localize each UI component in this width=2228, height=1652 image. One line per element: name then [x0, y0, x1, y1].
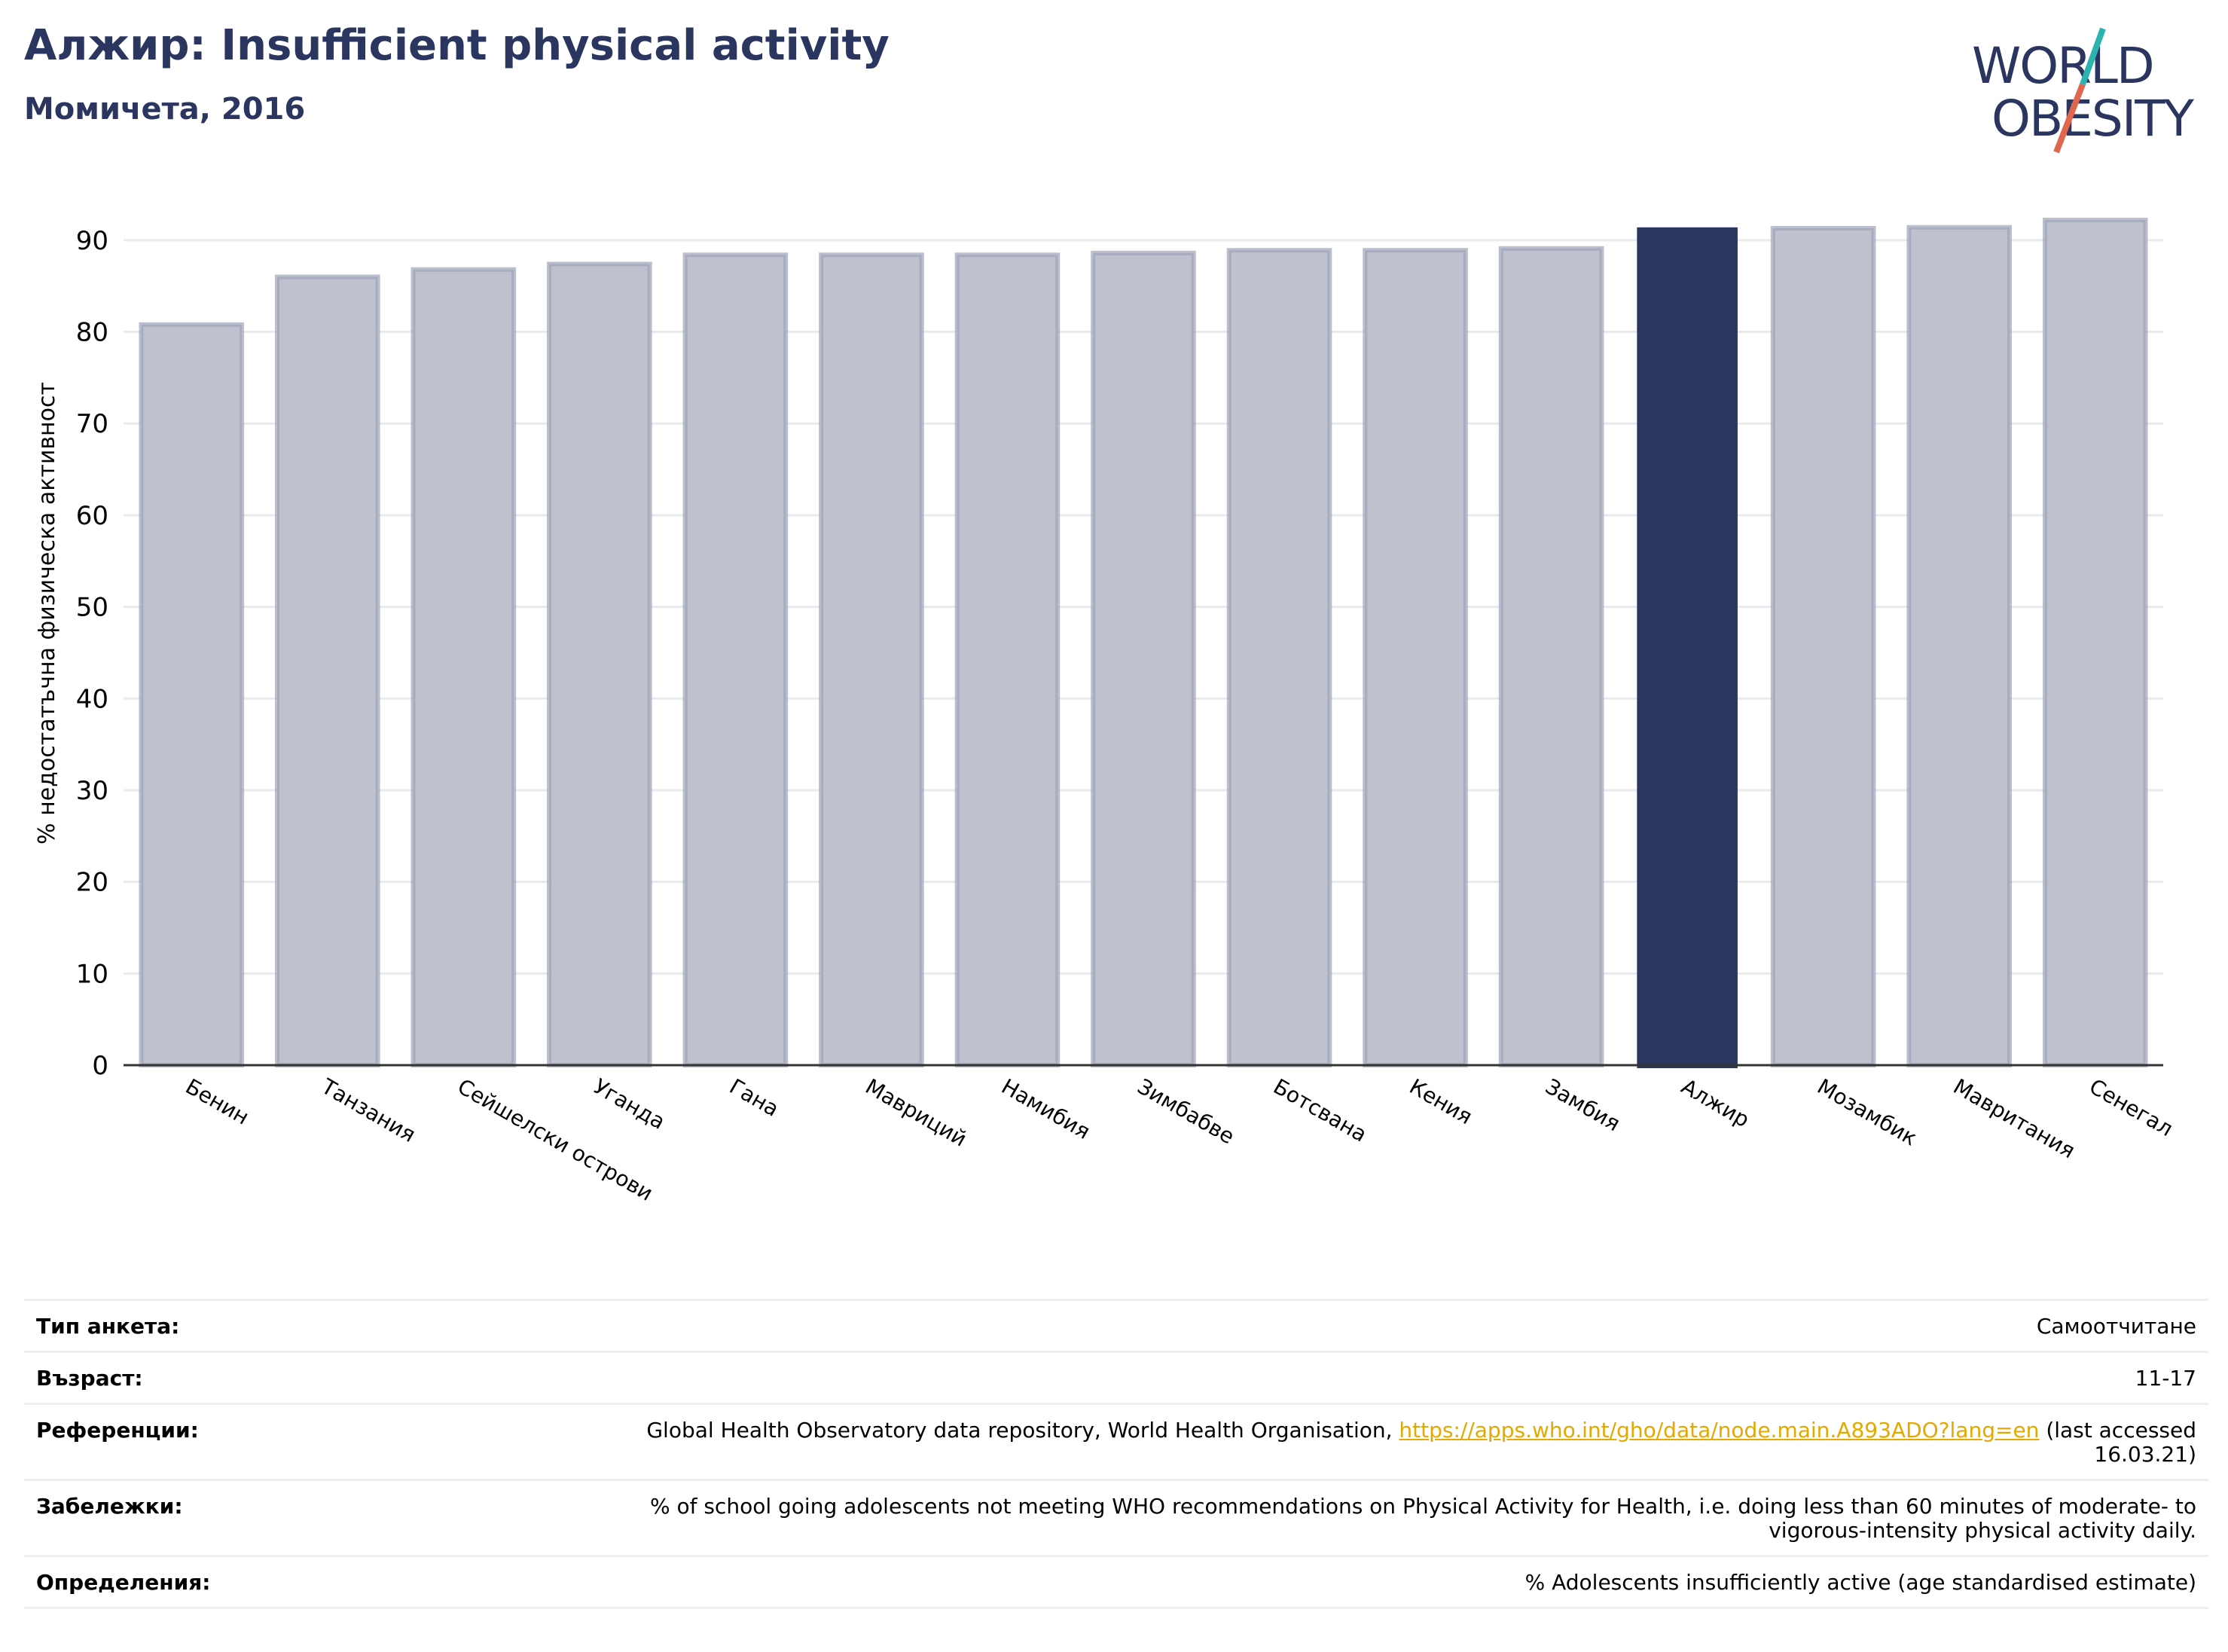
logo-line-2: OBESITY: [1991, 90, 2195, 148]
bar: [1363, 248, 1468, 1067]
logo-slash-top: [2080, 27, 2106, 86]
bar: [1906, 224, 2012, 1068]
info-row-notes: Забележки: % of school going adolescents…: [24, 1479, 2208, 1555]
bar: [275, 274, 380, 1068]
y-tick-label: 0: [92, 1051, 108, 1081]
y-tick-label: 50: [76, 593, 108, 623]
x-tick-label: Уганда: [589, 1073, 669, 1134]
x-tick-label: Танзания: [316, 1073, 420, 1147]
age-value: 11-17: [2135, 1366, 2196, 1391]
x-tick-label: Замбия: [1541, 1073, 1625, 1136]
y-tick-label: 20: [76, 868, 108, 898]
info-row-age: Възраст: 11-17: [24, 1351, 2208, 1403]
references-value: Global Health Observatory data repositor…: [577, 1418, 2196, 1467]
bar: [1091, 250, 1196, 1067]
y-tick-label: 60: [76, 501, 108, 531]
references-accessed: (last accessed 16.03.21): [2039, 1418, 2196, 1467]
x-tick-label: Кения: [1405, 1073, 1477, 1129]
y-axis-label: % недостатъчна физическа активност: [34, 382, 60, 844]
y-tick-label: 10: [76, 959, 108, 989]
x-tick-label: Мозамбик: [1813, 1073, 1921, 1150]
bar: [819, 252, 924, 1068]
y-tick-label: 90: [76, 226, 108, 256]
info-row-survey-type: Тип анкета: Самоотчитане: [24, 1299, 2208, 1351]
references-label: Референции:: [36, 1418, 199, 1443]
info-row-definitions: Определения: % Adolescents insufficientl…: [24, 1555, 2208, 1609]
notes-label: Забележки:: [36, 1494, 183, 1519]
bar: [682, 252, 789, 1068]
x-tick-label: Зимбабве: [1134, 1073, 1239, 1149]
bar: [139, 322, 245, 1067]
bar: [1226, 248, 1332, 1067]
bar: [1770, 226, 1876, 1067]
bar: [1498, 246, 1604, 1067]
survey-type-label: Тип анкета:: [36, 1314, 180, 1339]
chart-subtitle: Момичета, 2016: [24, 92, 306, 127]
notes-value: % of school going adolescents not meetin…: [649, 1494, 2196, 1543]
y-tick-label: 70: [76, 409, 108, 439]
definitions-label: Определения:: [36, 1570, 211, 1595]
bar-highlighted: [1637, 227, 1738, 1069]
bar: [2042, 218, 2148, 1068]
x-tick-label: Мавриций: [861, 1073, 971, 1151]
bars-layer: [139, 218, 2148, 1069]
info-row-references: Референции: Global Health Observatory da…: [24, 1403, 2208, 1479]
world-obesity-logo: WORLD OBESITY: [1972, 27, 2196, 154]
survey-type-value: Самоотчитане: [2036, 1314, 2196, 1339]
x-tick-label: Алжир: [1677, 1073, 1754, 1132]
bar: [411, 267, 517, 1068]
definitions-value: % Adolescents insufficiently active (age…: [1525, 1570, 2196, 1595]
references-text: Global Health Observatory data repositor…: [646, 1418, 1399, 1443]
chart-title: Алжир: Insufficient physical activity: [24, 21, 890, 70]
x-tick-label: Сенегал: [2085, 1073, 2177, 1141]
y-tick-label: 80: [76, 318, 108, 348]
x-tick-label: Бенин: [182, 1073, 254, 1129]
x-tick-label: Намибия: [997, 1073, 1094, 1144]
x-tick-label: Гана: [725, 1073, 783, 1121]
y-tick-label: 30: [76, 776, 108, 806]
age-label: Възраст:: [36, 1366, 143, 1391]
info-table: Тип анкета: Самоотчитане Възраст: 11-17 …: [24, 1299, 2208, 1609]
logo-slash-bottom: [2053, 83, 2086, 154]
bar: [954, 252, 1061, 1068]
references-link[interactable]: https://apps.who.int/gho/data/node.main.…: [1399, 1418, 2040, 1443]
bar: [547, 261, 652, 1068]
x-tick-label: Ботсвана: [1269, 1073, 1371, 1147]
y-tick-label: 40: [76, 684, 108, 714]
logo-line-1: WORLD: [1972, 37, 2153, 95]
x-tick-label: Мавритания: [1949, 1073, 2080, 1163]
